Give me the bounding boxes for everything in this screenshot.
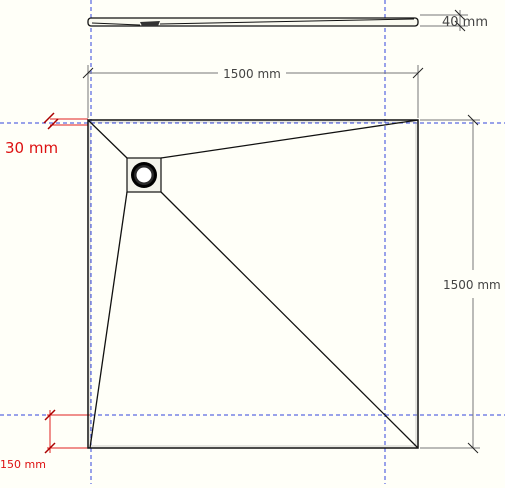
bottom-margin-label: 150 mm [0, 458, 46, 471]
thickness-tick-bottom [454, 20, 466, 32]
height-label: 1500 mm [443, 278, 501, 292]
drain-hole [136, 167, 152, 183]
top-margin-label: 30 mm [5, 139, 58, 157]
thickness-dimension [420, 9, 468, 32]
height-tick-bottom [467, 442, 479, 454]
bottom-margin-marker [44, 409, 90, 454]
bottom-margin-tick-top [44, 409, 56, 421]
top-margin-tick-2 [47, 118, 59, 130]
top-margin-tick-1 [43, 112, 55, 124]
side-profile-drain-recess [140, 21, 160, 26]
thickness-tick-top [454, 9, 466, 21]
width-tick-left [82, 67, 94, 79]
height-tick-top [467, 114, 479, 126]
width-dimension [82, 65, 424, 118]
thickness-label: 40 mm [442, 15, 488, 30]
bottom-margin-tick-bottom [44, 442, 56, 454]
tray-top-view [87, 119, 419, 449]
slope-line-bottom-left [89, 191, 128, 449]
slope-line-top-left [87, 119, 128, 159]
drain [126, 157, 162, 193]
tray-outline [87, 119, 419, 449]
slope-line-top-right [160, 119, 419, 159]
width-label: 1500 mm [223, 67, 281, 81]
side-profile-slope-right [159, 18, 415, 25]
top-margin-marker [43, 112, 88, 130]
side-profile-view [87, 17, 419, 27]
height-dimension [420, 114, 480, 454]
slope-line-bottom-right [160, 191, 419, 449]
tray-inner-edge [89, 121, 417, 447]
width-tick-right [412, 67, 424, 79]
side-profile-slope-left [91, 22, 141, 26]
